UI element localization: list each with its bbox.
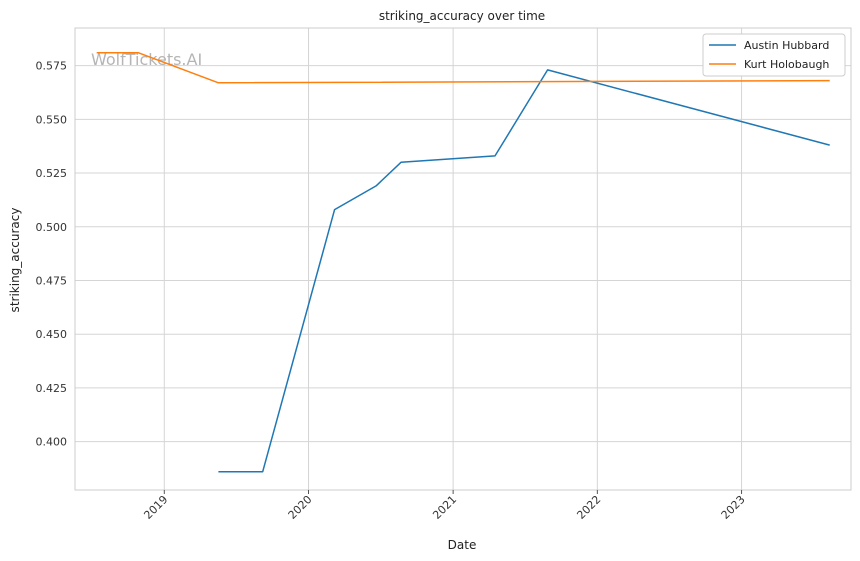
legend-label: Austin Hubbard	[744, 39, 829, 52]
y-tick-label: 0.500	[36, 221, 68, 234]
legend-label: Kurt Holobaugh	[744, 58, 829, 71]
y-tick-label: 0.525	[36, 167, 68, 180]
y-axis-label: striking_accuracy	[8, 208, 22, 313]
x-tick-label: 2020	[286, 493, 315, 522]
y-tick-label: 0.400	[36, 436, 68, 449]
y-tick-label: 0.450	[36, 328, 68, 341]
y-axis: 0.400 0.425 0.450 0.475 0.500 0.525 0.550 0.575	[36, 60, 68, 449]
x-tick-label: 2021	[430, 493, 459, 522]
plot-area	[75, 28, 851, 490]
plot-frame	[74, 27, 852, 491]
y-tick-label: 0.575	[36, 60, 68, 73]
series-layer	[96, 51, 830, 473]
x-axis: 2019 2020 2021 2022 2023	[141, 490, 748, 522]
x-tick-label: 2019	[141, 493, 170, 522]
legend: Austin Hubbard Kurt Holobaugh	[702, 33, 846, 77]
chart-title: striking_accuracy over time	[379, 9, 545, 23]
y-tick-label: 0.475	[36, 274, 68, 287]
x-tick-label: 2022	[574, 493, 603, 522]
y-tick-label: 0.550	[36, 113, 68, 126]
series-line-1	[218, 69, 830, 473]
y-tick-label: 0.425	[36, 382, 68, 395]
legend-box	[702, 33, 846, 77]
x-tick-label: 2023	[719, 493, 748, 522]
watermark: WolfTickets.AI	[91, 50, 202, 69]
x-axis-label: Date	[448, 538, 477, 552]
series-line-2	[96, 51, 830, 84]
